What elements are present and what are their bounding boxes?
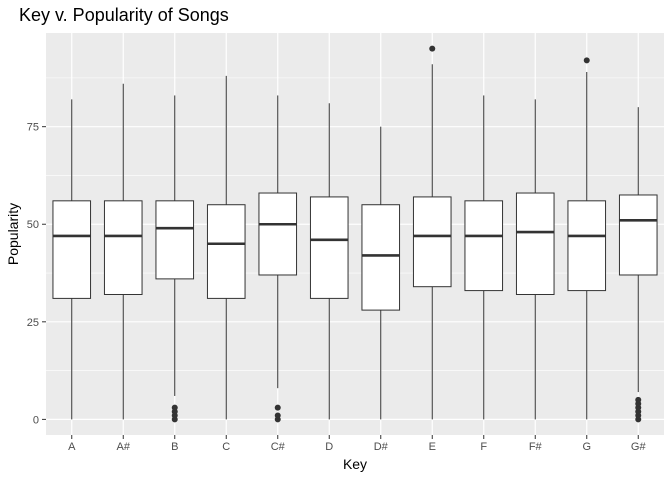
outlier-point bbox=[274, 404, 281, 411]
box-G# bbox=[618, 107, 658, 423]
box-G bbox=[567, 57, 607, 420]
x-tick-label: C# bbox=[271, 441, 286, 453]
iqr-box bbox=[103, 200, 143, 295]
plot-panel bbox=[46, 33, 664, 435]
y-tick-label: 75 bbox=[27, 122, 39, 134]
iqr-box bbox=[515, 192, 555, 295]
box-B bbox=[155, 95, 195, 423]
x-tick-label: D# bbox=[374, 441, 389, 453]
iqr-box bbox=[567, 200, 607, 292]
box-D# bbox=[361, 126, 401, 420]
iqr-box bbox=[361, 204, 401, 311]
x-tick-label: A bbox=[68, 441, 76, 453]
box-F bbox=[464, 95, 504, 420]
y-axis-title: Popularity bbox=[5, 203, 21, 265]
outlier-point bbox=[583, 57, 590, 64]
x-tick-label: F# bbox=[529, 441, 543, 453]
iqr-box bbox=[412, 196, 452, 288]
box-F# bbox=[515, 99, 555, 420]
x-tick-label: G# bbox=[631, 441, 647, 453]
iqr-box bbox=[155, 200, 195, 280]
x-tick-label: G bbox=[582, 441, 591, 453]
outlier-point bbox=[274, 412, 281, 419]
box-E bbox=[412, 45, 452, 420]
box-A bbox=[52, 99, 92, 420]
iqr-box bbox=[309, 196, 349, 299]
box-D bbox=[309, 103, 349, 420]
box-C# bbox=[258, 95, 298, 423]
iqr-box bbox=[258, 192, 298, 276]
iqr-box bbox=[464, 200, 504, 292]
y-tick-label: 50 bbox=[27, 219, 39, 231]
boxes-layer bbox=[52, 45, 658, 423]
box-C bbox=[206, 75, 246, 420]
axis-ticks: 0 25 50 75 A A# B C C# D D# E F F# G G# bbox=[27, 122, 647, 453]
x-axis-title: Key bbox=[343, 456, 367, 472]
x-tick-label: B bbox=[171, 441, 178, 453]
box-A# bbox=[103, 83, 143, 420]
y-tick-label: 25 bbox=[27, 317, 39, 329]
chart-title: Key v. Popularity of Songs bbox=[19, 5, 229, 25]
x-tick-label: E bbox=[429, 441, 436, 453]
y-tick-label: 0 bbox=[33, 414, 39, 426]
outlier-point bbox=[171, 404, 178, 411]
outlier-point bbox=[429, 45, 436, 52]
iqr-box bbox=[618, 194, 658, 276]
iqr-box bbox=[52, 200, 92, 299]
outlier-point bbox=[635, 396, 642, 403]
x-tick-label: A# bbox=[117, 441, 131, 453]
x-tick-label: D bbox=[325, 441, 333, 453]
iqr-box bbox=[206, 204, 246, 299]
x-tick-label: F bbox=[480, 441, 487, 453]
x-tick-label: C bbox=[222, 441, 230, 453]
